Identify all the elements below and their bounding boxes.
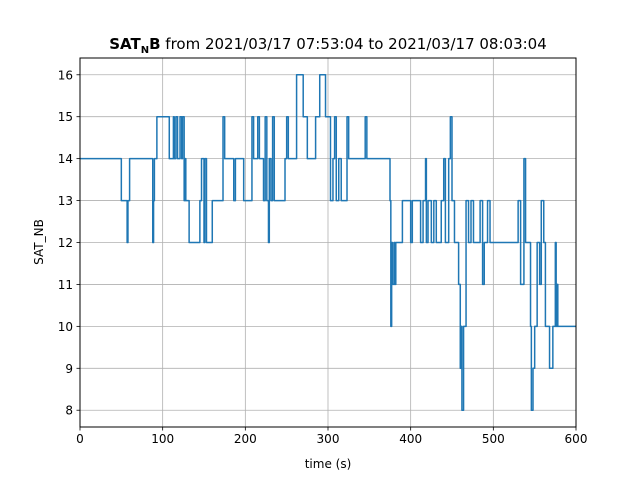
x-tick-label: 400 (399, 432, 422, 446)
x-tick-label: 0 (76, 432, 84, 446)
y-tick-label: 14 (58, 152, 73, 166)
y-tick-label: 15 (58, 110, 73, 124)
y-axis: 8 9 10 11 12 13 14 15 16 (58, 68, 80, 418)
x-tick-label: 500 (482, 432, 505, 446)
y-tick-label: 10 (58, 320, 73, 334)
x-axis-label: time (s) (305, 457, 352, 471)
y-tick-label: 9 (65, 362, 73, 376)
series-layer (80, 74, 576, 411)
y-tick-label: 13 (58, 194, 73, 208)
series-line (80, 74, 576, 411)
x-tick-label: 600 (565, 432, 588, 446)
x-tick-label: 300 (317, 432, 340, 446)
chart-title: SATNB from 2021/03/17 07:53:04 to 2021/0… (109, 35, 547, 56)
title-bold-main: SAT (109, 35, 141, 53)
title-bold-subscript: N (141, 45, 149, 56)
title-date-range: from 2021/03/17 07:53:04 to 2021/03/17 0… (161, 35, 547, 53)
x-tick-label: 200 (234, 432, 257, 446)
x-axis: 0 100 200 300 400 500 600 (76, 427, 587, 446)
y-tick-label: 11 (58, 278, 73, 292)
x-tick-label: 100 (151, 432, 174, 446)
y-axis-label: SAT_NB (32, 219, 46, 265)
title-bold-tail: B (149, 35, 160, 53)
y-tick-label: 12 (58, 236, 73, 250)
y-tick-label: 8 (65, 404, 73, 418)
y-tick-label: 16 (58, 68, 73, 82)
